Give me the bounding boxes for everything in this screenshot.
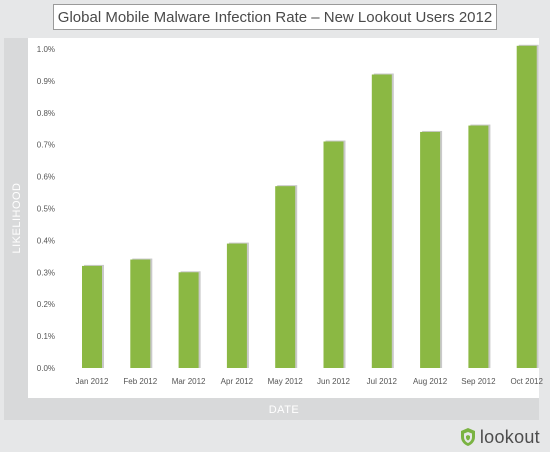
bar-aug-2012: [420, 131, 441, 368]
y-tick-label: 0.7%: [37, 141, 55, 150]
chart-title: Global Mobile Malware Infection Rate – N…: [57, 8, 493, 26]
chart-title-box: Global Mobile Malware Infection Rate – N…: [53, 4, 497, 30]
lookout-shield-icon: [460, 428, 475, 446]
x-tick-label: Apr 2012: [221, 377, 254, 386]
y-tick-label: 0.2%: [37, 300, 55, 309]
bar-apr-2012: [226, 243, 247, 368]
x-tick-label: Sep 2012: [461, 377, 496, 386]
lookout-logo-text: lookout: [479, 426, 540, 447]
y-tick-label: 0.1%: [37, 332, 55, 341]
x-tick-label: Feb 2012: [123, 377, 157, 386]
x-axis-band: [28, 398, 539, 420]
x-tick-label: Aug 2012: [413, 377, 448, 386]
x-tick-label: Jan 2012: [76, 377, 109, 386]
x-tick-label: Oct 2012: [510, 377, 543, 386]
x-tick-label: May 2012: [268, 377, 304, 386]
x-axis-title: DATE: [269, 404, 300, 416]
bar-may-2012: [275, 186, 296, 368]
bar-jan-2012: [82, 265, 102, 368]
bar-sep-2012: [468, 125, 489, 368]
x-tick-label: Mar 2012: [172, 377, 206, 386]
y-tick-label: 0.8%: [37, 109, 55, 118]
bar-mar-2012: [178, 272, 199, 368]
bar-oct-2012: [516, 45, 537, 369]
x-tick-label: Jun 2012: [317, 377, 350, 386]
lookout-logo: lookout: [459, 426, 540, 448]
y-tick-label: 0.5%: [37, 205, 55, 214]
y-tick-label: 0.0%: [37, 364, 55, 373]
bar-feb-2012: [130, 259, 151, 368]
bar-jul-2012: [371, 74, 392, 369]
x-tick-label: Jul 2012: [367, 377, 398, 386]
y-tick-label: 0.3%: [37, 268, 55, 277]
y-tick-label: 0.4%: [37, 236, 55, 245]
y-tick-label: 0.6%: [37, 173, 55, 182]
y-tick-label: 0.9%: [37, 77, 55, 86]
y-tick-label: 1.0%: [37, 45, 55, 54]
y-axis-title: LIKELIHOOD: [11, 182, 23, 253]
bar-jun-2012: [323, 141, 344, 368]
y-axis-band: [4, 38, 28, 420]
